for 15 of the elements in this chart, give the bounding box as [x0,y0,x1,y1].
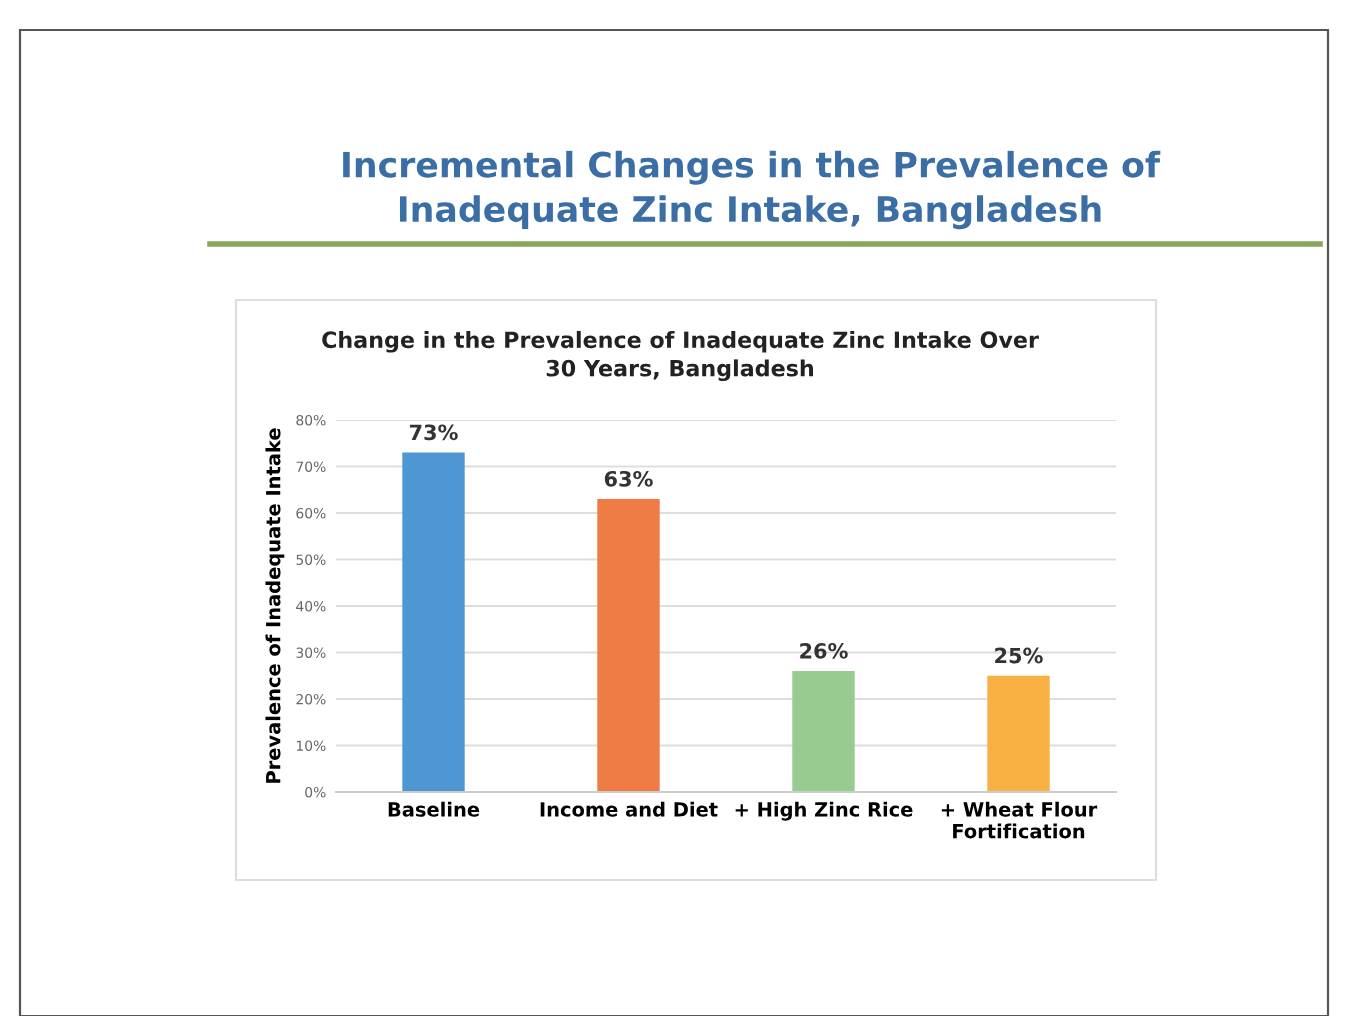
x-tick-label: Baseline [388,801,480,817]
x-tick-label: + High Zinc Rice [735,801,913,821]
bar [597,499,660,792]
chart-title: Incremental Changes in the Prevalence of Inadequate Zinc Intake, Bangladesh [343,150,1161,230]
data-label: 63% [604,470,653,487]
bar [402,452,465,792]
data-label: 25% [995,647,1043,664]
chart-subtitle: Change in the Prevalence of Inadequate Zinc Intake Over 30 Years, Bangladesh [322,330,1039,382]
bar [792,671,855,792]
data-label: 26% [800,642,848,659]
x-tick-label: Income and Diet [540,801,718,817]
data-label: 73% [409,424,458,441]
bar [987,675,1050,792]
y-axis-title: Prevalence of Inadequate Intake [265,428,285,783]
x-tick-label: + Wheat Flour Fortification [941,801,1098,839]
